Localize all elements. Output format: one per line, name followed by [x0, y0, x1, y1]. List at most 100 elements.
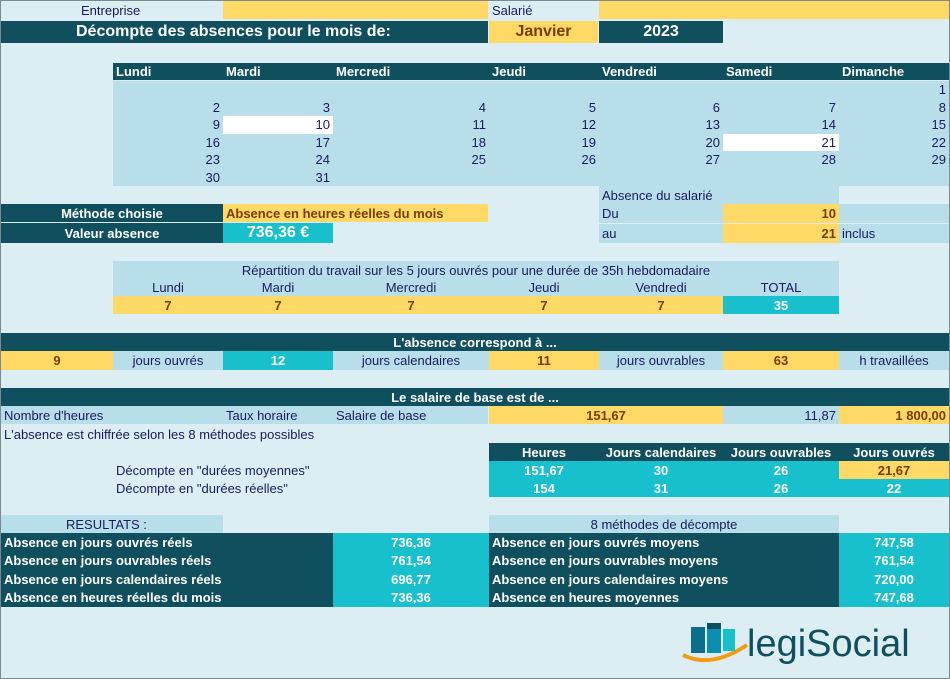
resultat-left-value-1: 761,54 — [333, 551, 489, 570]
salaire-title: Le salaire de base est de ... — [1, 388, 949, 406]
year-field[interactable]: 2023 — [599, 21, 723, 43]
calendar-day-5[interactable]: 5 — [489, 98, 599, 116]
calendar-empty-cell — [599, 168, 723, 186]
resultat-left-value-2: 696,77 — [333, 570, 489, 589]
du-label: Du — [599, 204, 723, 223]
repartition-header-total: TOTAL — [723, 279, 839, 296]
calendar-day-30[interactable]: 30 — [113, 168, 223, 186]
calendar-day-24[interactable]: 24 — [223, 151, 333, 169]
calendar-day-2[interactable]: 2 — [113, 98, 223, 116]
au-field[interactable]: 21 — [723, 224, 839, 243]
calendar-day-3[interactable]: 3 — [223, 98, 333, 116]
calendar-day-27[interactable]: 27 — [599, 151, 723, 169]
repartition-header-jeudi: Jeudi — [489, 279, 599, 296]
logo-mark-icon — [682, 623, 749, 663]
correspond-label-1: jours calendaires — [333, 351, 489, 370]
calendar-empty-cell — [333, 168, 489, 186]
nombre-heures-value[interactable]: 151,67 — [489, 406, 723, 424]
repartition-header-lundi: Lundi — [113, 279, 223, 296]
absence-salarie-title: Absence du salarié — [599, 186, 839, 204]
repartition-value-lundi[interactable]: 7 — [113, 296, 223, 314]
calendar-day-16[interactable]: 16 — [113, 133, 223, 151]
calendar-header-samedi: Samedi — [723, 63, 839, 80]
calendar-day-28[interactable]: 28 — [723, 151, 839, 169]
salarie-field[interactable] — [599, 1, 949, 19]
repartition-value-mercredi[interactable]: 7 — [333, 296, 489, 314]
resultat-right-label-1: Absence en jours ouvrables moyens — [489, 551, 839, 570]
month-field[interactable]: Janvier — [489, 21, 598, 43]
decompte-value-0-0: 151,67 — [489, 461, 599, 479]
repartition-value-mardi[interactable]: 7 — [223, 296, 333, 314]
calendar-day-11[interactable]: 11 — [333, 116, 489, 134]
calendar-day-18[interactable]: 18 — [333, 133, 489, 151]
decompte-value-1-2: 26 — [723, 479, 839, 497]
calendar-header-dimanche: Dimanche — [839, 63, 949, 80]
correspond-label-2: jours ouvrables — [599, 351, 723, 370]
calendar-empty-cell — [113, 81, 223, 99]
resultat-right-value-2: 720,00 — [839, 570, 949, 589]
au-label: au — [599, 224, 723, 243]
inclus-label: inclus — [839, 224, 949, 243]
resultat-right-value-3: 747,68 — [839, 588, 949, 607]
decompte-row-label-0: Décompte en "durées moyennes" — [116, 462, 310, 478]
calendar-day-7[interactable]: 7 — [723, 98, 839, 116]
calendar-day-17[interactable]: 17 — [223, 133, 333, 151]
calendar-header-lundi: Lundi — [113, 63, 223, 80]
calendar-day-29[interactable]: 29 — [839, 151, 949, 169]
calendar-day-12[interactable]: 12 — [489, 116, 599, 134]
decompte-value-0-2: 26 — [723, 461, 839, 479]
decompte-value-0-3: 21,67 — [839, 461, 949, 479]
calendar-day-10[interactable]: 10 — [223, 116, 333, 134]
logo-text: legiSocial — [747, 623, 910, 665]
decompte-value-1-1: 31 — [599, 479, 723, 497]
decompte-row-label-1: Décompte en "durées réelles" — [116, 480, 288, 496]
calendar-header-mercredi: Mercredi — [333, 63, 489, 80]
resultat-right-value-1: 761,54 — [839, 551, 949, 570]
calendar-day-14[interactable]: 14 — [723, 116, 839, 134]
resultat-left-value-3: 736,36 — [333, 588, 489, 607]
calendar-day-31[interactable]: 31 — [223, 168, 333, 186]
du-field[interactable]: 10 — [723, 204, 839, 223]
legisocial-logo: legiSocial — [681, 619, 921, 671]
calendar-day-4[interactable]: 4 — [333, 98, 489, 116]
page-title: Décompte des absences pour le mois de: — [1, 21, 488, 43]
calendar-header-mardi: Mardi — [223, 63, 333, 80]
calendar-day-13[interactable]: 13 — [599, 116, 723, 134]
taux-horaire-label: Taux horaire — [223, 406, 333, 424]
calendar-day-1[interactable]: 1 — [839, 81, 949, 99]
calendar-day-20[interactable]: 20 — [599, 133, 723, 151]
correspond-value-3: 63 — [723, 351, 839, 370]
decompte-value-0-1: 30 — [599, 461, 723, 479]
entreprise-field[interactable] — [223, 1, 488, 19]
calendar-empty-cell — [839, 168, 949, 186]
repartition-header-mardi: Mardi — [223, 279, 333, 296]
repartition-header-mercredi: Mercredi — [333, 279, 489, 296]
resultat-left-label-3: Absence en heures réelles du mois — [1, 588, 333, 607]
calendar-day-21[interactable]: 21 — [723, 133, 839, 151]
calendar-day-25[interactable]: 25 — [333, 151, 489, 169]
entreprise-label: Entreprise — [81, 2, 141, 18]
calendar-day-22[interactable]: 22 — [839, 133, 949, 151]
calendar-empty-cell — [489, 81, 599, 99]
decompte-value-1-0: 154 — [489, 479, 599, 497]
calendar-empty-cell — [223, 81, 333, 99]
resultat-right-label-0: Absence en jours ouvrés moyens — [489, 533, 839, 552]
correspond-value-2: 11 — [489, 351, 599, 370]
decompte-header-2: Jours ouvrables — [723, 443, 839, 461]
salarie-label: Salarié — [492, 2, 533, 18]
correspond-value-0: 9 — [1, 351, 113, 370]
methods-title: 8 méthodes de décompte — [489, 515, 839, 533]
resultat-right-label-3: Absence en heures moyennes — [489, 588, 839, 607]
calendar-day-23[interactable]: 23 — [113, 151, 223, 169]
methode-select[interactable]: Absence en heures réelles du mois — [223, 204, 488, 222]
resultat-left-label-1: Absence en jours ouvrables réels — [1, 551, 333, 570]
calendar-day-9[interactable]: 9 — [113, 116, 223, 134]
calendar-day-26[interactable]: 26 — [489, 151, 599, 169]
calendar-day-6[interactable]: 6 — [599, 98, 723, 116]
calendar-day-8[interactable]: 8 — [839, 98, 949, 116]
repartition-value-vendredi[interactable]: 7 — [599, 296, 723, 314]
calendar-day-15[interactable]: 15 — [839, 116, 949, 134]
salaire-base-value[interactable]: 1 800,00 — [839, 406, 949, 424]
calendar-day-19[interactable]: 19 — [489, 133, 599, 151]
repartition-value-jeudi[interactable]: 7 — [489, 296, 599, 314]
